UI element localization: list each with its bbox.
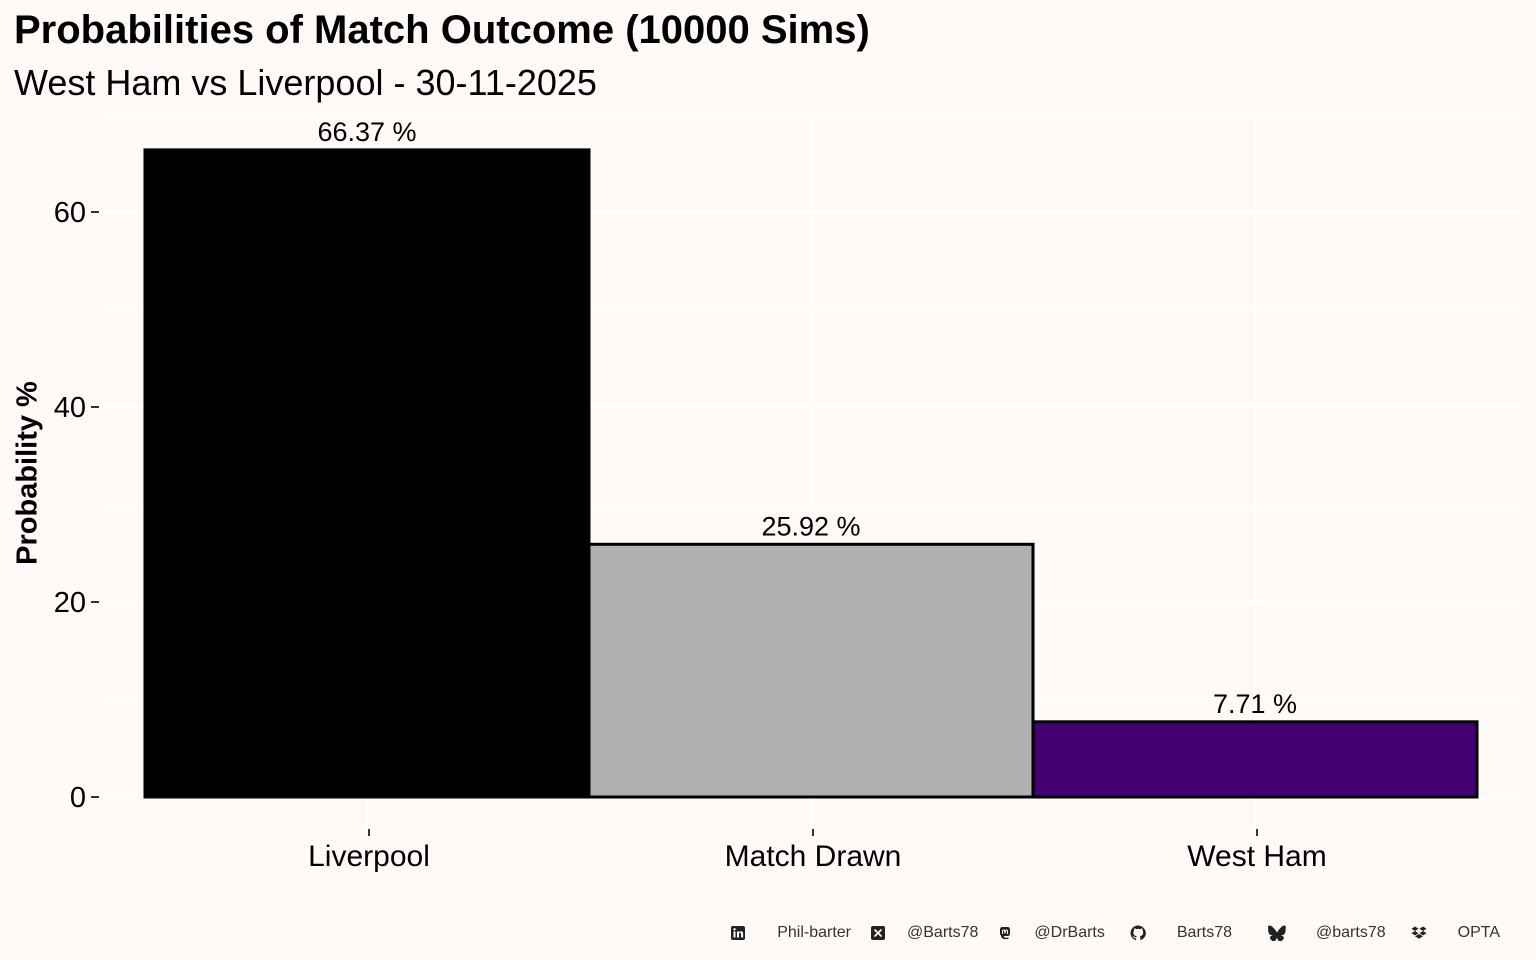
y-tick-label: 0 <box>70 782 86 814</box>
data-label: 25.92 % <box>761 511 860 541</box>
bar <box>587 542 1035 799</box>
bar <box>1031 720 1479 799</box>
y-axis-label: Probability % <box>11 381 44 565</box>
linkedin-icon[interactable] <box>729 924 747 942</box>
footer-text-bluesky: @barts78 <box>1316 924 1386 941</box>
bars <box>143 148 1479 799</box>
data-label: 7.71 % <box>1213 689 1297 719</box>
x-tick-label: Match Drawn <box>725 840 902 873</box>
dropbox-icon[interactable] <box>1410 924 1428 942</box>
footer-text-dropbox: OPTA <box>1457 924 1500 941</box>
footer-text-linkedin: Phil-barter <box>777 924 852 941</box>
y-tick-label: 60 <box>54 197 86 229</box>
chart-title: Probabilities of Match Outcome (10000 Si… <box>14 8 870 52</box>
footer-text-mastodon: @DrBarts <box>1034 924 1105 941</box>
bluesky-icon[interactable] <box>1268 924 1286 942</box>
y-axis: 0 20 40 60 <box>54 197 99 814</box>
mastodon-icon[interactable] <box>996 924 1014 942</box>
data-label: 66.37 % <box>317 117 416 147</box>
footer-credits: Phil-barter @Barts78 @DrBarts Barts78 @b… <box>729 924 1500 942</box>
x-twitter-icon[interactable] <box>869 924 887 942</box>
chart-subtitle: West Ham vs Liverpool - 30-11-2025 <box>14 62 597 103</box>
y-tick-label: 20 <box>54 587 86 619</box>
x-tick-label: West Ham <box>1187 840 1326 873</box>
data-labels: 66.37 % 25.92 % 7.71 % <box>317 117 1297 719</box>
footer-text-github: Barts78 <box>1176 924 1233 941</box>
x-axis: Liverpool Match Drawn West Ham <box>308 829 1327 873</box>
x-tick-label: Liverpool <box>308 840 430 873</box>
github-icon[interactable] <box>1129 924 1147 942</box>
footer-text-x: @Barts78 <box>907 924 979 941</box>
y-tick-label: 40 <box>54 392 86 424</box>
bar <box>143 148 591 799</box>
